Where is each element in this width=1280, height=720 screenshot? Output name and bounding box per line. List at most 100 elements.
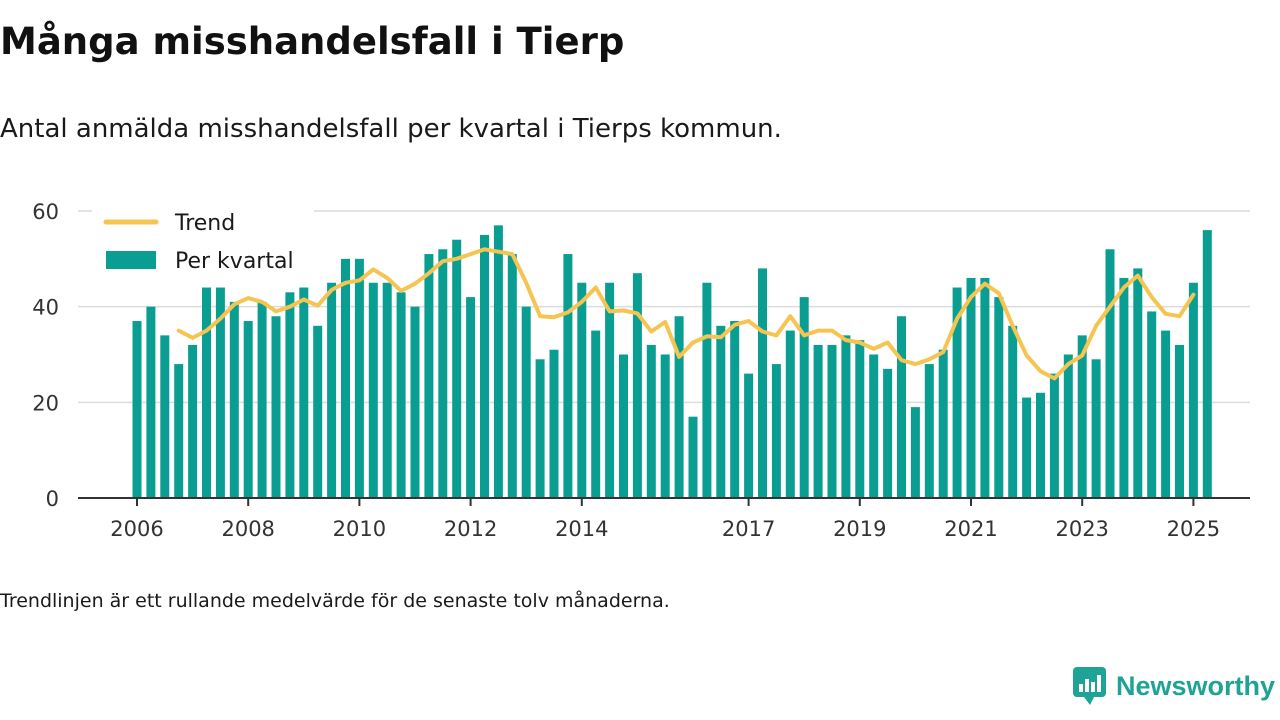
footnote: Trendlinjen är ett rullande medelvärde f… [0, 590, 670, 612]
bar [327, 282, 337, 498]
bar [549, 349, 559, 498]
bar [354, 258, 364, 498]
x-tick-label: 2008 [221, 517, 274, 541]
trend-line [176, 247, 1196, 381]
bar [424, 254, 434, 498]
bar [438, 249, 448, 498]
bar [521, 306, 531, 498]
x-tick-label: 2012 [444, 517, 497, 541]
bar [855, 340, 865, 498]
bar [827, 344, 837, 498]
brand-name: Newsworthy [1116, 670, 1276, 701]
bar [285, 292, 295, 498]
bar [910, 407, 920, 498]
bar [605, 282, 615, 498]
bar [1022, 397, 1032, 498]
legend-trend-label: Trend [174, 211, 235, 236]
bar [591, 330, 601, 498]
bar [1175, 344, 1184, 498]
bar [758, 268, 767, 498]
bar [785, 330, 795, 498]
chart: 0 20 40 60 2006 2008 2010 2012 2014 2017 2019 2021 2… [32, 200, 1250, 541]
bar [1133, 268, 1143, 498]
bar [702, 282, 712, 498]
bar [299, 287, 309, 498]
bar [1036, 392, 1045, 498]
bar [146, 306, 156, 498]
bar [883, 368, 893, 498]
bar [341, 258, 350, 498]
bar [994, 297, 1004, 498]
bar [382, 282, 392, 498]
bar [1119, 277, 1129, 498]
bar [744, 373, 754, 498]
bar [952, 287, 962, 498]
bar [1147, 311, 1157, 498]
bar [1049, 373, 1059, 498]
legend-bar-swatch [106, 251, 156, 269]
bar [243, 321, 253, 498]
bar [1161, 330, 1171, 498]
bar [924, 364, 934, 498]
y-tick-label: 60 [32, 200, 59, 224]
bar [396, 292, 406, 498]
bar [160, 335, 170, 498]
bar [688, 416, 698, 498]
bar [980, 277, 990, 498]
x-tick-label: 2010 [333, 517, 386, 541]
bar [813, 344, 823, 498]
bar [410, 306, 420, 498]
bar [619, 354, 628, 498]
bar [716, 325, 726, 498]
bar [215, 287, 225, 498]
x-tick-label: 2017 [722, 517, 775, 541]
y-tick-label: 40 [32, 296, 59, 320]
bar [577, 282, 587, 498]
axes: 0 20 40 60 2006 2008 2010 2012 2014 2017 2019 2021 2… [32, 200, 1250, 541]
x-tick-label: 2025 [1167, 517, 1220, 541]
bar [841, 335, 851, 498]
bar [174, 364, 184, 498]
bar [313, 325, 323, 498]
chart-subtitle: Antal anmälda misshandelsfall per kvarta… [0, 114, 782, 144]
bar [646, 344, 656, 498]
bar [563, 254, 573, 498]
legend: Trend Per kvartal [92, 205, 314, 285]
x-tick-label: 2021 [944, 517, 997, 541]
bar [229, 301, 239, 498]
bar [869, 354, 879, 498]
bar [1188, 282, 1198, 498]
brand-logo[interactable]: Newsworthy [1072, 666, 1275, 706]
x-tick-label: 2006 [110, 517, 163, 541]
bar [660, 354, 670, 498]
bar [1063, 354, 1073, 498]
bar [466, 297, 476, 498]
newsworthy-logo-icon [1073, 667, 1106, 705]
bar [1202, 230, 1212, 498]
bar [966, 277, 976, 498]
bar [938, 349, 948, 498]
bar [799, 297, 809, 498]
bar [452, 239, 462, 498]
trend-series [176, 247, 1196, 381]
bar [771, 364, 781, 498]
x-tick-label: 2023 [1055, 517, 1108, 541]
bar [897, 316, 906, 498]
bar-series [132, 225, 1212, 498]
bar [535, 359, 545, 498]
bar [1091, 359, 1101, 498]
bar [507, 254, 517, 498]
bar [493, 225, 503, 498]
y-tick-label: 20 [32, 391, 59, 415]
legend-bar-label: Per kvartal [175, 249, 294, 274]
chart-title: Många misshandelsfall i Tierp [0, 20, 625, 63]
y-tick-label: 0 [46, 487, 59, 511]
x-tick-label: 2014 [555, 517, 608, 541]
bar [188, 344, 198, 498]
bar [632, 273, 642, 498]
bar [271, 316, 281, 498]
bar [132, 321, 142, 498]
x-tick-label: 2019 [833, 517, 886, 541]
bar [257, 301, 267, 498]
bar [480, 234, 489, 498]
